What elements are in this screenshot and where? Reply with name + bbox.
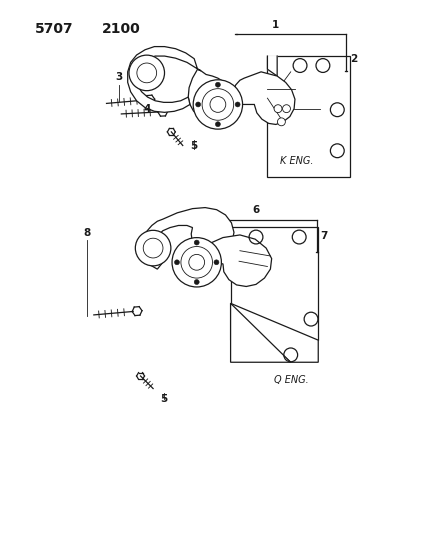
Circle shape xyxy=(194,240,199,245)
Text: K ENG.: K ENG. xyxy=(280,156,314,166)
Text: 6: 6 xyxy=(252,205,259,215)
Polygon shape xyxy=(203,235,272,287)
Circle shape xyxy=(189,254,205,270)
Polygon shape xyxy=(231,303,318,362)
Text: 5707: 5707 xyxy=(35,22,73,36)
Circle shape xyxy=(215,122,221,127)
Circle shape xyxy=(135,230,171,266)
Circle shape xyxy=(278,118,285,126)
Circle shape xyxy=(143,238,163,258)
Circle shape xyxy=(202,88,234,120)
Circle shape xyxy=(215,82,221,87)
Polygon shape xyxy=(188,69,230,117)
Circle shape xyxy=(274,104,282,112)
Circle shape xyxy=(214,260,219,265)
Polygon shape xyxy=(142,207,234,269)
Circle shape xyxy=(129,55,164,91)
Circle shape xyxy=(235,102,240,107)
Circle shape xyxy=(181,246,212,278)
Polygon shape xyxy=(232,72,295,124)
Polygon shape xyxy=(231,227,318,340)
Circle shape xyxy=(283,104,290,112)
Text: 5: 5 xyxy=(190,141,198,151)
Circle shape xyxy=(196,102,201,107)
Polygon shape xyxy=(231,303,291,362)
Circle shape xyxy=(194,280,199,285)
Polygon shape xyxy=(267,56,350,177)
Text: Q ENG.: Q ENG. xyxy=(274,375,308,385)
Text: 1: 1 xyxy=(272,20,279,30)
Text: 7: 7 xyxy=(320,231,328,241)
Polygon shape xyxy=(128,46,201,112)
Circle shape xyxy=(193,80,242,129)
Circle shape xyxy=(137,63,157,83)
Text: 2100: 2100 xyxy=(102,22,141,36)
Polygon shape xyxy=(267,56,277,76)
Text: 8: 8 xyxy=(83,228,90,238)
Text: 3: 3 xyxy=(115,72,123,83)
Circle shape xyxy=(210,96,226,112)
Text: 4: 4 xyxy=(144,104,151,115)
Circle shape xyxy=(175,260,179,265)
Circle shape xyxy=(172,238,221,287)
Text: 5: 5 xyxy=(160,394,167,404)
Text: 2: 2 xyxy=(350,54,357,63)
